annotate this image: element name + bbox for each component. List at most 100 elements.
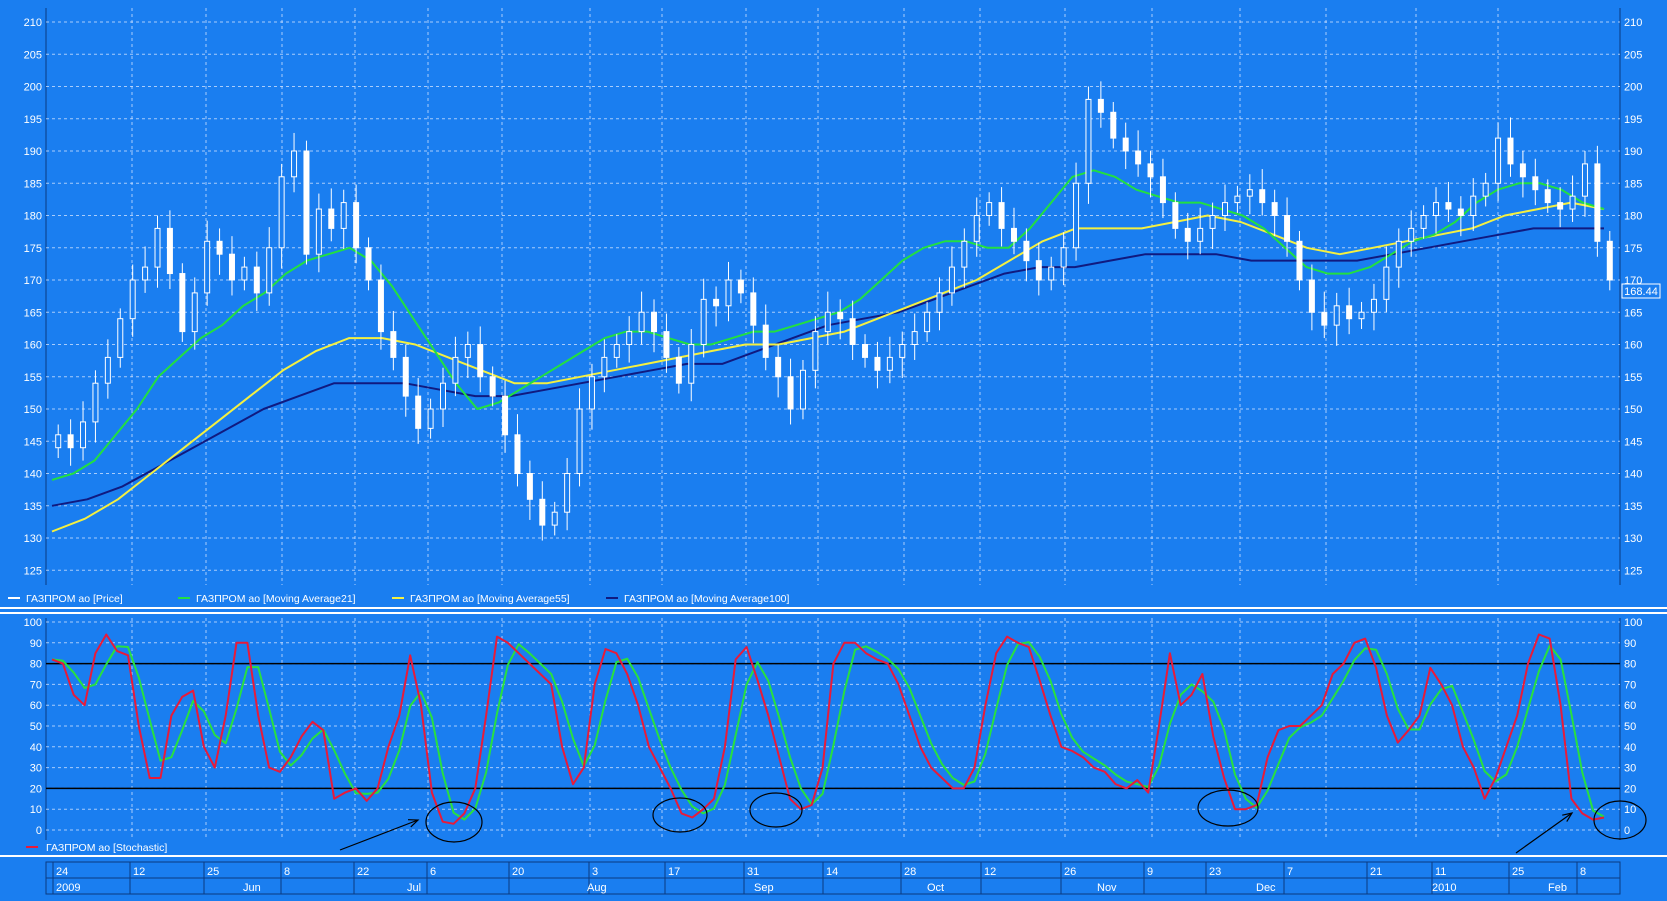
price-candle [514,414,521,487]
price-tick-label-left: 150 [24,404,42,416]
price-tick-label-right: 150 [1624,404,1642,416]
stoch-tick-label-right: 40 [1624,742,1636,754]
candle-body [1122,137,1129,152]
legend-item-price: ГАЗПРОМ ао [Price] [8,593,123,605]
price-candle [117,308,124,368]
price-candle [1197,207,1204,255]
price-candle [1135,130,1142,177]
stoch-tick-label-left: 70 [30,679,42,691]
price-candle [1544,179,1551,213]
stoch-tick-label-right: 80 [1624,659,1636,671]
candle-body [1271,202,1278,217]
candle-body [340,202,347,229]
price-candle [576,388,583,487]
candle-body [1495,137,1502,184]
price-candle [1420,205,1427,239]
price-tick-label-right: 205 [1624,49,1642,61]
price-candle [899,331,906,379]
price-tick-label-left: 160 [24,340,42,352]
price-candle [713,286,720,327]
price-candle [1594,145,1601,257]
candle-body [1197,227,1204,242]
price-candle [80,401,87,461]
candle-body [278,176,285,249]
price-candle [353,184,360,264]
candle-body [1284,215,1291,242]
price-candle [228,236,235,296]
price-candle [837,299,844,340]
candle-body [179,273,186,333]
price-tick-label-left: 140 [24,469,42,481]
separator-band [0,607,1667,614]
price-tick-label-right: 210 [1624,17,1642,29]
price-candle [961,228,968,288]
date-day-label: 28 [904,866,916,878]
candle-body [1321,311,1328,326]
candle-body [55,434,62,449]
price-candle [588,363,595,430]
candle-body [477,344,484,378]
candle-body [502,395,509,436]
stoch-tick-label-right: 60 [1624,700,1636,712]
last-price-box [1621,283,1661,299]
date-month-label: Jul [407,882,421,894]
candle-body [787,376,794,410]
candle-body [1308,279,1315,313]
candle-body [166,227,173,275]
candle-body [613,344,620,358]
price-candle [1023,228,1030,282]
price-tick-label-left: 180 [24,211,42,223]
price-candle [303,140,310,265]
annotation-circle [749,792,803,828]
price-candle [824,291,831,345]
price-candle [737,269,744,304]
annotation-arrow [339,819,420,851]
candle-body [1184,227,1191,242]
price-candle [675,347,682,394]
candle-body [489,376,496,397]
candle-body [92,382,99,423]
price-candle [936,277,943,331]
candle-body [799,369,806,410]
price-tick-label-right: 200 [1624,82,1642,94]
price-tick-label-left: 185 [24,178,42,190]
price-candle [365,237,372,291]
price-candle [1321,291,1328,339]
price-candle [191,277,198,350]
price-candle [1495,122,1502,202]
price-candle [440,367,446,428]
candle-body [216,240,223,255]
price-candle [799,359,806,420]
candle-body [601,356,608,378]
candle-body [812,331,819,371]
candle-body [1557,202,1564,210]
candle-body [961,240,968,268]
date-day-label: 25 [207,866,219,878]
candle-body [713,298,720,307]
date-day-label: 9 [1147,866,1153,878]
candle-body [1433,202,1440,217]
price-candle [1433,187,1440,234]
candle-body [1532,176,1539,191]
price-candle [1222,184,1228,231]
candle-body [1159,176,1166,204]
candle-body [1482,182,1489,197]
price-candle [651,299,658,353]
stoch-tick-label-right: 30 [1624,763,1636,775]
price-candle [1470,178,1477,231]
candle-body [204,240,211,294]
price-candle [1159,158,1166,219]
price-tick-label-left: 205 [24,49,42,61]
price-candle [986,192,993,226]
candle-body [1010,227,1017,242]
candle-body [663,331,670,358]
date-axis[interactable]: 24 12 25 8 22 6 20 3 17 31 14 28 12 26 9 23 7 21 11 25 8 200… [45,861,1621,895]
price-candle [775,344,782,398]
annotation-circle [1593,800,1647,840]
candle-body [1048,266,1055,281]
price-candle [1333,292,1340,346]
price-candle [1147,151,1154,198]
panel-separator[interactable] [0,607,1667,614]
